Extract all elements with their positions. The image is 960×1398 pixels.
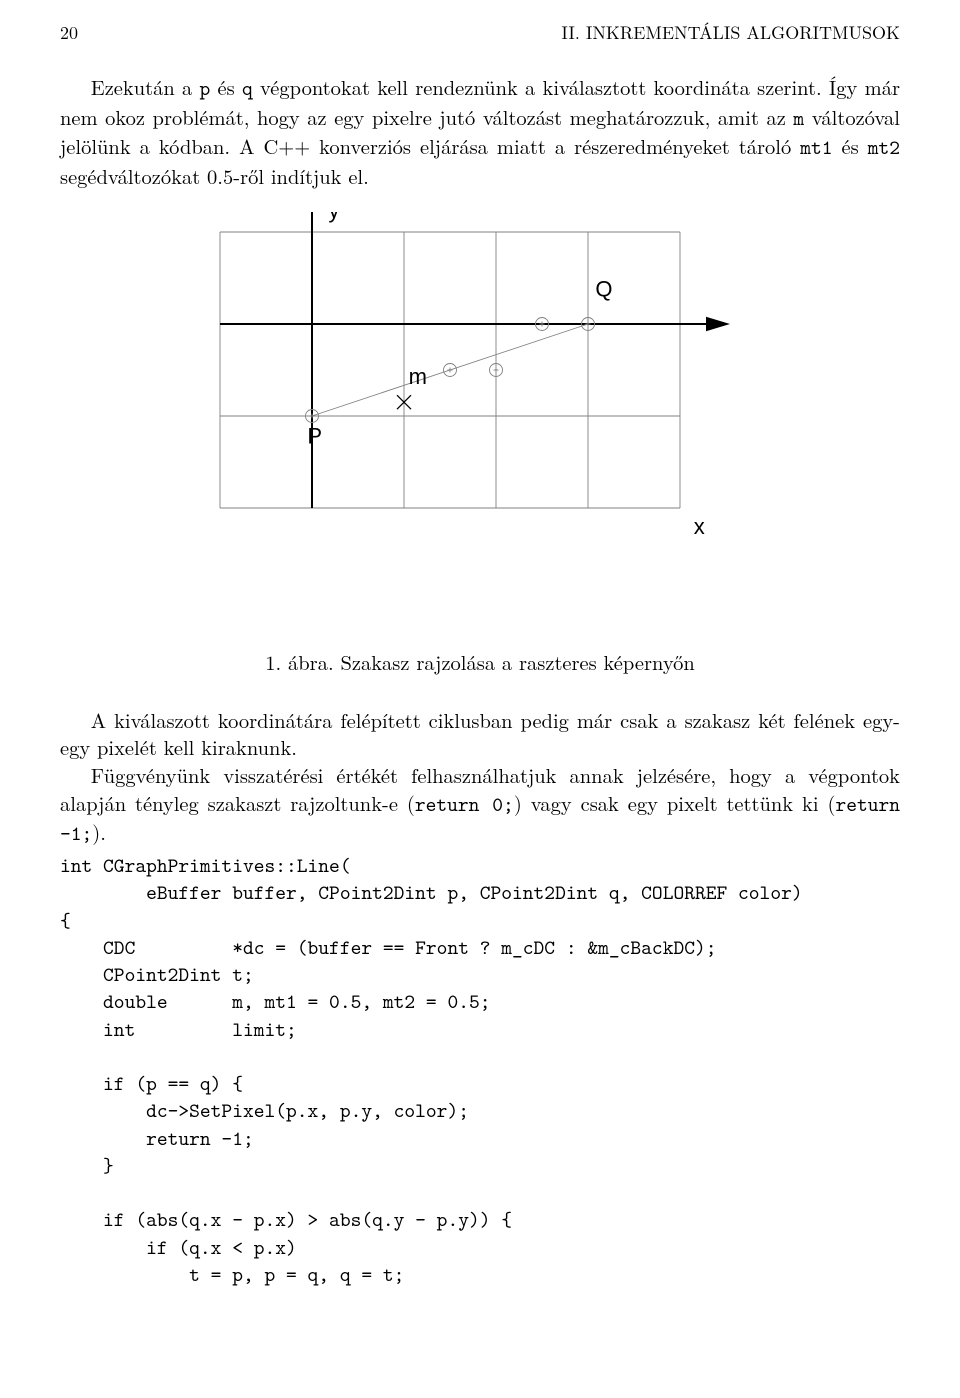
tt-p: p [200,75,211,102]
tt-mt1: mt1 [800,134,832,161]
p1-b: és [210,72,242,101]
page-number: 20 [60,20,78,45]
code-line: int limit; [60,1016,297,1043]
code-line: CDC *dc = (buffer == Front ? m_cDC : &m_… [60,934,717,961]
code-block: int CGraphPrimitives::Line( eBuffer buff… [60,852,900,1288]
code-line: if (p == q) { [60,1070,243,1097]
code-line: double m, mt1 = 0.5, mt2 = 0.5; [60,988,491,1015]
p3-c: ). [92,817,106,846]
svg-text:Q: Q [595,276,612,301]
p3-b: ) vagy csak egy pixelt tettünk ki ( [514,788,836,817]
code-line: eBuffer buffer, CPoint2Dint p, CPoint2Di… [60,879,803,906]
svg-text:P: P [307,423,322,448]
running-title: II. INKREMENTÁLIS ALGORITMUSOK [561,20,900,45]
tt-return-0: return 0; [415,791,514,818]
p1-a: Ezekután a [91,72,200,101]
code-line: t = p, p = q, q = t; [60,1261,404,1288]
code-line: CPoint2Dint t; [60,961,254,988]
page: 20 II. INKREMENTÁLIS ALGORITMUSOK Ezekut… [0,0,960,1398]
code-line: } [60,1152,114,1179]
body-text-2: A kiválaszott koordinátára felépített ci… [60,706,900,848]
tt-q: q [242,75,253,102]
tt-m: m [793,105,804,132]
p1-e: és [833,131,868,160]
svg-text:x: x [694,513,705,538]
figure-svg: y x P Qm [200,212,760,612]
svg-text:m: m [409,363,427,388]
figure-caption: 1. ábra. Szakasz rajzolása a raszteres k… [60,647,900,676]
figure: y x P Qm [60,212,900,617]
code-line: int CGraphPrimitives::Line( [60,852,351,879]
code-line: if (q.x < p.x) [60,1234,297,1261]
running-header: 20 II. INKREMENTÁLIS ALGORITMUSOK [60,20,900,45]
code-line: dc->SetPixel(p.x, p.y, color); [60,1097,469,1124]
body-text-1: Ezekután a p és q végpontokat kell rende… [60,73,900,190]
code-line: return -1; [60,1125,254,1152]
svg-text:y: y [329,212,340,223]
p1-f: segédváltozókat 0.5-ről indítjuk el. [60,161,369,190]
tt-mt2: mt2 [868,134,900,161]
p2: A kiválaszott koordinátára felépített ci… [60,706,900,761]
code-line: { [60,907,71,934]
code-line: if (abs(q.x - p.x) > abs(q.y - p.y)) { [60,1206,512,1233]
